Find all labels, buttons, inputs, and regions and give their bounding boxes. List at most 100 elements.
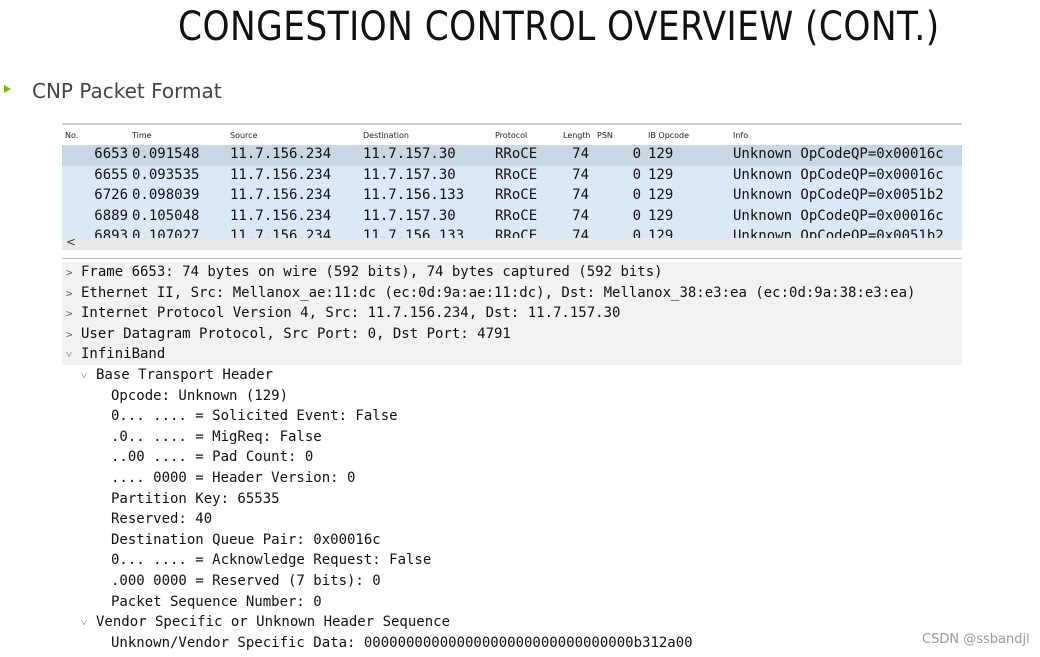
expander[interactable]: ˅ (81, 369, 88, 382)
packet-cell: 74 (572, 207, 589, 224)
detail-text: InfiniBand (81, 346, 166, 363)
packet-cell: 74 (572, 146, 589, 162)
detail-text: Opcode: Unknown (129) (111, 387, 289, 404)
packet-cell: 11.7.156.133 (363, 187, 465, 203)
column-header[interactable]: PSN (597, 131, 613, 140)
detail-line[interactable]: > User Datagram Protocol, Src Port: 0, Ds… (62, 323, 962, 345)
column-header[interactable]: Length (563, 131, 591, 140)
column-header[interactable]: IB Opcode (648, 131, 690, 140)
packet-cell: 6655 (94, 166, 128, 183)
packet-cell: 0.105048 (132, 207, 200, 224)
packet-cell: 11.7.156.234 (230, 207, 332, 224)
detail-line[interactable]: 0... .... = Acknowledge Request: False (62, 550, 962, 571)
detail-text: Unknown/Vendor Specific Data: 0000000000… (111, 634, 693, 651)
detail-line[interactable]: > Internet Protocol Version 4, Src: 11.7.… (62, 303, 962, 324)
packet-cell: 0 (632, 166, 641, 183)
packet-cell: 0 (632, 146, 641, 162)
packet-cell: 74 (572, 166, 589, 183)
packet-cell: RRoCE (495, 187, 538, 203)
detail-text: Frame 6653: 74 bytes on wire (592 bits),… (81, 264, 663, 280)
packet-cell: 0.093535 (132, 166, 200, 183)
detail-line[interactable]: .000 0000 = Reserved (7 bits): 0 (62, 571, 962, 592)
packet-cell: RRoCE (495, 166, 538, 183)
packet-cell: Unknown OpCodeQP=0x00016c (733, 146, 944, 162)
packet-cell: Unknown OpCodeQP=0x0051b2 (733, 187, 944, 203)
packet-row[interactable]: 6889 0.105048 11.7.156.234 11.7.157.30 RRoCE… (62, 206, 962, 227)
packet-cell: 6893 (94, 228, 128, 240)
expander[interactable]: > (66, 327, 73, 341)
packet-cell: 11.7.157.30 (363, 166, 456, 183)
detail-text: Internet Protocol Version 4, Src: 11.7.1… (81, 305, 621, 322)
detail-line[interactable]: ..00 .... = Pad Count: 0 (62, 447, 962, 468)
packet-cell: 129 (648, 146, 674, 162)
detail-text: .0.. .... = MigReq: False (111, 428, 322, 445)
packet-cell: RRoCE (495, 228, 538, 240)
detail-line[interactable]: .... 0000 = Header Version: 0 (62, 468, 962, 489)
packet-cell: Unknown OpCodeQP=0x0051b2 (733, 228, 944, 240)
detail-line[interactable]: Partition Key: 65535 (62, 489, 962, 510)
packet-cell: 0.107027 (132, 228, 200, 240)
detail-line[interactable]: .0.. .... = MigReq: False (62, 427, 962, 448)
detail-text: ..00 .... = Pad Count: 0 (111, 449, 314, 466)
detail-text: .... 0000 = Header Version: 0 (111, 470, 356, 486)
packet-cell: 129 (648, 228, 674, 240)
column-header[interactable]: Time (132, 131, 152, 140)
detail-text: Ethernet II, Src: Mellanox_ae:11:dc (ec:… (81, 284, 916, 301)
detail-line[interactable]: ˅ InfiniBand (62, 344, 962, 365)
expander[interactable]: > (66, 307, 73, 321)
packet-cell: 0 (632, 228, 641, 240)
packet-list: No. Time Source Destination Protocol Length PS… (62, 123, 962, 240)
column-header[interactable]: Info (733, 131, 749, 140)
packet-cell: 11.7.156.234 (230, 146, 332, 162)
packet-cell: 11.7.157.30 (363, 207, 456, 224)
expander[interactable]: > (66, 286, 73, 300)
packet-row[interactable]: 6653 0.091548 11.7.156.234 11.7.157.30 RRoCE… (62, 145, 962, 166)
packet-cell: Unknown OpCodeQP=0x00016c (733, 166, 944, 183)
expander[interactable]: ˅ (66, 348, 73, 362)
detail-line[interactable]: Opcode: Unknown (129) (62, 386, 962, 407)
column-header[interactable]: Source (230, 131, 258, 140)
detail-line[interactable]: ˅ Vendor Specific or Unknown Header Seque… (62, 612, 962, 633)
detail-line[interactable]: Packet Sequence Number: 0 (62, 592, 962, 613)
packet-cell: 6726 (94, 187, 128, 203)
detail-line[interactable]: Reserved: 40 (62, 509, 962, 530)
packet-cell: 129 (648, 207, 674, 224)
detail-text: Vendor Specific or Unknown Header Sequen… (96, 614, 451, 631)
scrollbar[interactable]: < (62, 235, 962, 250)
detail-text: Partition Key: 65535 (111, 490, 280, 507)
detail-line[interactable]: Unknown/Vendor Specific Data: 0000000000… (62, 633, 962, 654)
detail-text: Destination Queue Pair: 0x00016c (111, 531, 381, 548)
detail-text: Base Transport Header (96, 367, 274, 383)
packet-cell: 11.7.156.133 (363, 228, 465, 240)
packet-cell: 0 (632, 207, 641, 224)
detail-line[interactable]: ˅ Base Transport Header (62, 365, 962, 386)
packet-row[interactable]: 6893 0.107027 11.7.156.234 11.7.156.133 RRoC… (62, 227, 962, 240)
packet-cell: 129 (648, 166, 674, 183)
packet-cell: 11.7.156.234 (230, 228, 332, 240)
packet-cell: 0.098039 (132, 187, 200, 203)
detail-text: 0... .... = Solicited Event: False (111, 408, 398, 425)
detail-line[interactable]: > Ethernet II, Src: Mellanox_ae:11:dc (ec… (62, 282, 962, 304)
detail-line[interactable]: 0... .... = Solicited Event: False (62, 406, 962, 427)
detail-line[interactable]: > Frame 6653: 74 bytes on wire (592 bits)… (62, 262, 962, 283)
packet-cell: 6889 (94, 207, 128, 224)
packet-row[interactable]: 6655 0.093535 11.7.156.234 11.7.157.30 RRoCE… (62, 165, 962, 186)
packet-cell: 129 (648, 187, 674, 203)
detail-text: 0... .... = Acknowledge Request: False (111, 552, 432, 569)
column-header[interactable]: No. (65, 131, 79, 140)
column-header[interactable]: Protocol (495, 131, 528, 140)
packet-cell: 11.7.157.30 (363, 146, 456, 162)
detail-line[interactable]: Destination Queue Pair: 0x00016c (62, 530, 962, 551)
detail-text: .000 0000 = Reserved (7 bits): 0 (111, 573, 381, 589)
watermark: CSDN @ssbandjl (922, 632, 1030, 647)
packet-row[interactable]: 6726 0.098039 11.7.156.234 11.7.156.133 RRoC… (62, 186, 962, 207)
packet-cell: Unknown OpCodeQP=0x00016c (733, 207, 944, 224)
expander[interactable]: ˅ (81, 616, 88, 630)
expander[interactable]: > (66, 266, 73, 279)
packet-cell: 0.091548 (132, 146, 200, 162)
packet-cell: 74 (572, 228, 589, 240)
column-header[interactable]: Destination (363, 131, 409, 140)
detail-text: User Datagram Protocol, Src Port: 0, Dst… (81, 325, 511, 342)
detail-text: Reserved: 40 (111, 511, 213, 528)
